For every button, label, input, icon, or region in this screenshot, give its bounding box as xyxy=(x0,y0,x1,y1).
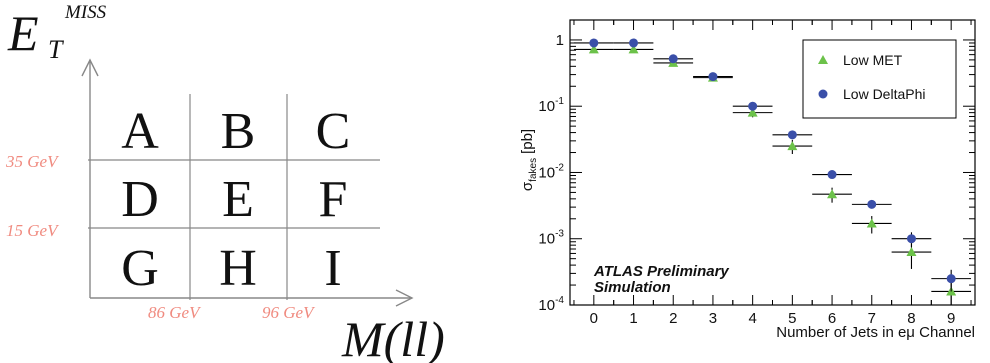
ytick-label: 1 xyxy=(556,32,564,49)
xtick-label: 4 xyxy=(748,310,756,327)
data-point xyxy=(708,72,717,81)
legend-label-low-deltaphi: Low DeltaPhi xyxy=(843,86,926,102)
ytick-label: 10-3 xyxy=(538,229,564,248)
xtick-label: 3 xyxy=(709,310,717,327)
data-point xyxy=(947,274,956,283)
legend-label-low-met: Low MET xyxy=(843,52,903,68)
xtick-label: 2 xyxy=(669,310,677,327)
xaxis-title: Number of Jets in eμ Channel xyxy=(776,324,975,341)
data-point xyxy=(867,200,876,209)
region-letters: A B C D E F G H I xyxy=(121,103,350,297)
x-cut-label-86: 86 GeV xyxy=(148,303,202,322)
ylabel-sub: fakes xyxy=(528,158,539,182)
data-point xyxy=(828,170,837,179)
data-point xyxy=(629,38,638,47)
region-f: F xyxy=(319,171,348,228)
data-point xyxy=(907,234,916,243)
legend-marker-low-deltaphi xyxy=(819,90,828,99)
region-a: A xyxy=(121,103,159,160)
region-h: H xyxy=(219,240,257,297)
yaxis-label-main: E xyxy=(7,5,39,61)
y-cut-label-15: 15 GeV xyxy=(6,221,60,240)
yaxis-label-sub: T xyxy=(48,35,64,64)
ylabel-unit: [pb] xyxy=(519,129,536,154)
yaxis-label-sup: MISS xyxy=(64,2,107,23)
data-point xyxy=(589,38,598,47)
region-c: C xyxy=(316,103,351,160)
ytick-label: 10-2 xyxy=(538,162,564,181)
ytick-label: 10-4 xyxy=(538,295,564,314)
x-cut-label-96: 96 GeV xyxy=(262,303,316,322)
svg-text:σfakes[pb]: σfakes[pb] xyxy=(519,129,539,191)
region-b: B xyxy=(221,103,256,160)
data-point xyxy=(788,130,797,139)
xtick-label: 1 xyxy=(629,310,637,327)
yaxis-title: σfakes[pb] xyxy=(519,129,539,191)
region-i: I xyxy=(324,240,341,297)
region-g: G xyxy=(121,240,159,297)
simulation-label: Simulation xyxy=(594,279,671,296)
data-point xyxy=(748,102,757,111)
region-e: E xyxy=(222,171,254,228)
xaxis-label: M(ll) xyxy=(341,311,445,363)
abcd-region-diagram: E T MISS 35 GeV 15 GeV 86 GeV 96 GeV A B… xyxy=(5,2,445,363)
xtick-label: 0 xyxy=(590,310,598,327)
ytick-label: 10-1 xyxy=(538,96,564,115)
y-cut-label-35: 35 GeV xyxy=(5,152,60,171)
region-d: D xyxy=(121,171,159,228)
atlas-label: ATLAS Preliminary xyxy=(593,263,729,280)
legend: Low MET Low DeltaPhi xyxy=(803,40,956,118)
data-point xyxy=(669,54,678,63)
